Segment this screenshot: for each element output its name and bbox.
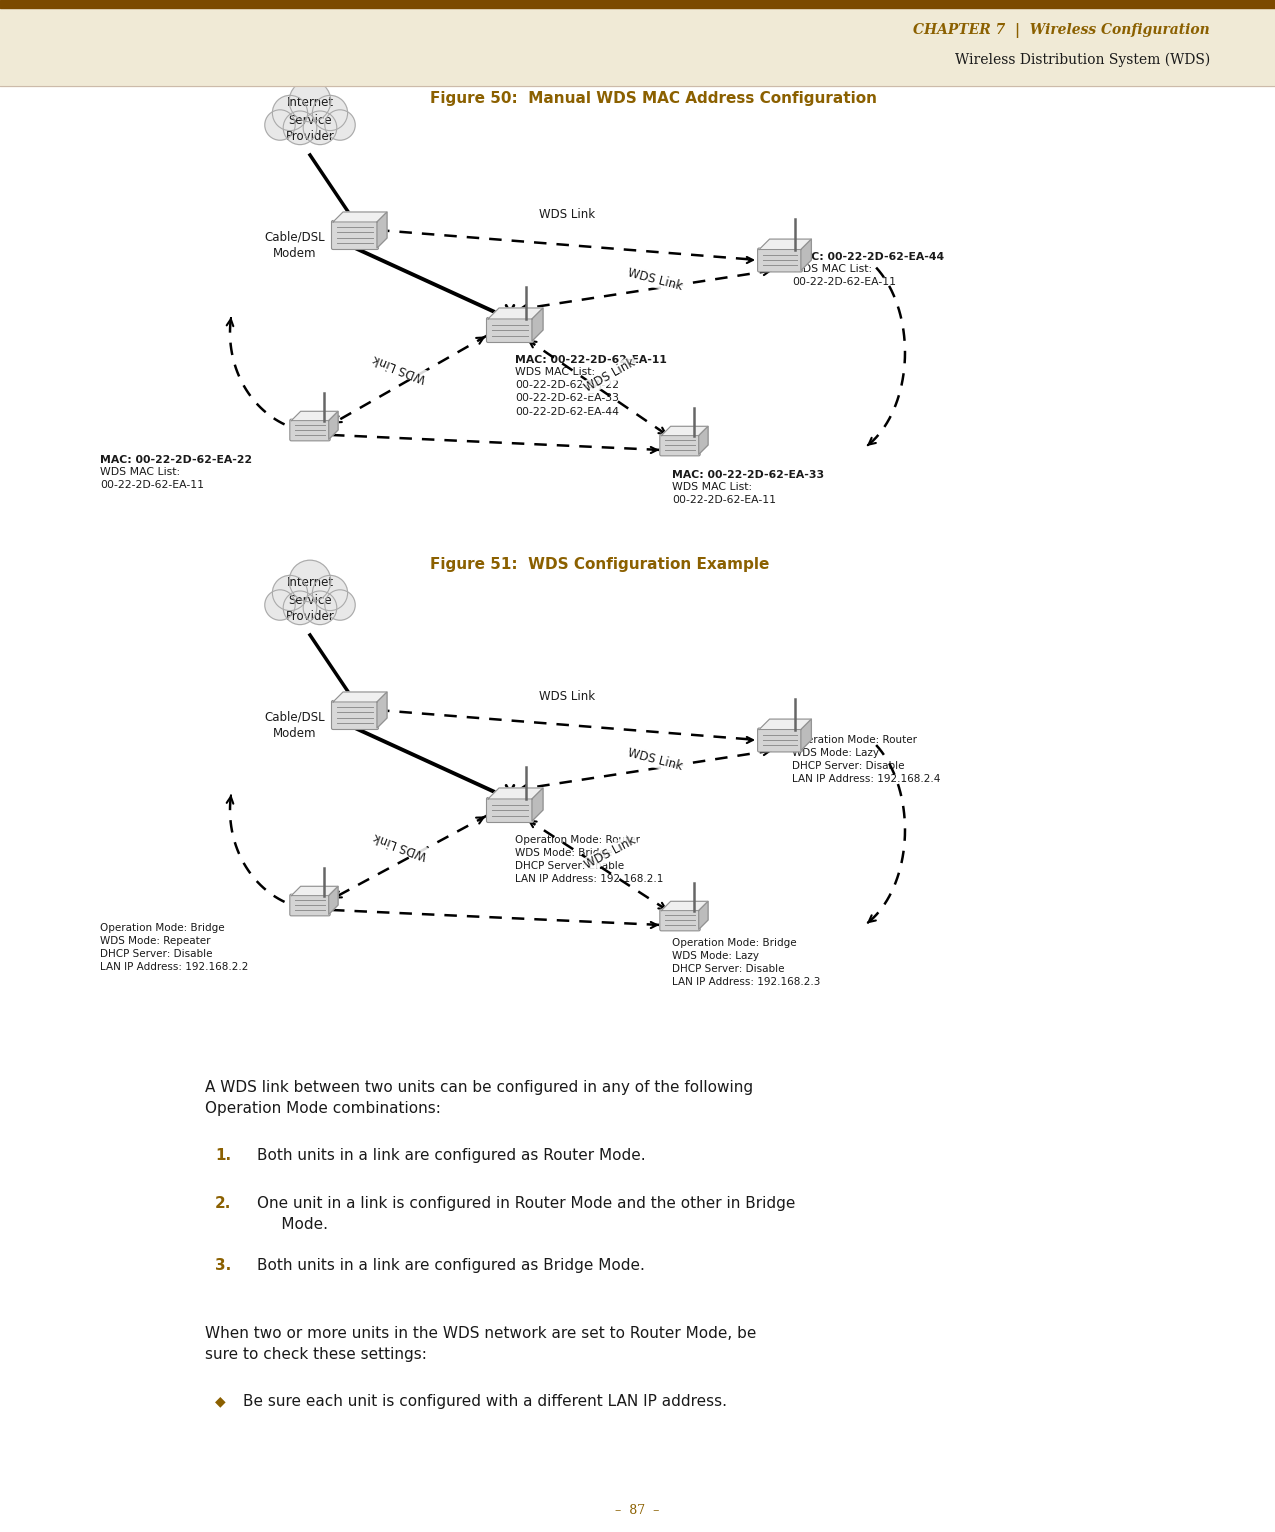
FancyBboxPatch shape [757, 248, 802, 273]
Text: Operation Mode: Bridge: Operation Mode: Bridge [99, 922, 224, 933]
FancyBboxPatch shape [332, 221, 379, 250]
Text: WDS MAC List:
00-22-2D-62-EA-11: WDS MAC List: 00-22-2D-62-EA-11 [792, 264, 896, 286]
Text: Operation Mode: Bridge: Operation Mode: Bridge [672, 938, 797, 948]
Bar [0, 0, 1275, 8]
Circle shape [265, 110, 296, 141]
Text: –  87  –: – 87 – [615, 1503, 659, 1517]
FancyBboxPatch shape [487, 798, 533, 823]
Circle shape [325, 590, 356, 620]
Circle shape [289, 561, 330, 602]
Text: WDS MAC List:
00-22-2D-62-EA-22
00-22-2D-62-EA-33
00-22-2D-62-EA-44: WDS MAC List: 00-22-2D-62-EA-22 00-22-2D… [515, 368, 618, 417]
Circle shape [283, 591, 316, 625]
Polygon shape [329, 411, 338, 440]
Text: One unit in a link is configured in Router Mode and the other in Bridge
     Mod: One unit in a link is configured in Rout… [258, 1196, 796, 1232]
Polygon shape [662, 901, 708, 910]
Polygon shape [291, 887, 338, 896]
Text: MAC: 00-22-2D-62-EA-22: MAC: 00-22-2D-62-EA-22 [99, 455, 252, 466]
Text: WDS Link: WDS Link [626, 746, 683, 774]
Polygon shape [532, 308, 543, 342]
FancyBboxPatch shape [332, 700, 379, 729]
FancyBboxPatch shape [289, 895, 330, 916]
Polygon shape [801, 719, 811, 751]
Text: 2.: 2. [215, 1196, 231, 1210]
Polygon shape [801, 239, 811, 271]
Text: CHAPTER 7  |  Wireless Configuration: CHAPTER 7 | Wireless Configuration [913, 23, 1210, 37]
Circle shape [325, 110, 356, 141]
Text: WDS Mode: Bridge
DHCP Server: Enable
LAN IP Address: 192.168.2.1: WDS Mode: Bridge DHCP Server: Enable LAN… [515, 849, 663, 884]
Text: Figure 50:  Manual WDS MAC Address Configuration: Figure 50: Manual WDS MAC Address Config… [430, 90, 877, 106]
Text: A WDS link between two units can be configured in any of the following
Operation: A WDS link between two units can be conf… [205, 1080, 754, 1115]
Polygon shape [488, 787, 543, 800]
Polygon shape [699, 901, 708, 930]
Text: When two or more units in the WDS network are set to Router Mode, be
sure to che: When two or more units in the WDS networ… [205, 1327, 756, 1362]
Polygon shape [699, 426, 708, 455]
FancyBboxPatch shape [659, 434, 700, 457]
Polygon shape [488, 308, 543, 319]
Text: WDS MAC List:
00-22-2D-62-EA-11: WDS MAC List: 00-22-2D-62-EA-11 [99, 467, 204, 490]
Text: MAC: 00-22-2D-62-EA-44: MAC: 00-22-2D-62-EA-44 [792, 251, 944, 262]
Text: WDS Link: WDS Link [371, 830, 428, 861]
Polygon shape [333, 692, 388, 702]
Text: 1.: 1. [215, 1147, 231, 1163]
Polygon shape [377, 211, 388, 248]
Circle shape [265, 590, 296, 620]
Circle shape [303, 110, 337, 144]
Polygon shape [377, 692, 388, 728]
Text: MAC: 00-22-2D-62-EA-11: MAC: 00-22-2D-62-EA-11 [515, 355, 667, 365]
Text: WDS Link: WDS Link [583, 833, 638, 872]
Polygon shape [759, 719, 811, 729]
Text: Operation Mode: Router: Operation Mode: Router [515, 835, 640, 846]
Circle shape [289, 80, 330, 123]
Text: Internet
Service
Provider: Internet Service Provider [286, 97, 334, 144]
Text: Cable/DSL
Modem: Cable/DSL Modem [265, 709, 325, 740]
Circle shape [312, 576, 348, 611]
Text: WDS Link: WDS Link [626, 267, 683, 293]
Text: Figure 51:  WDS Configuration Example: Figure 51: WDS Configuration Example [430, 558, 769, 573]
Circle shape [273, 95, 307, 130]
Polygon shape [759, 239, 811, 250]
Polygon shape [333, 211, 388, 222]
Text: Operation Mode: Router: Operation Mode: Router [792, 735, 917, 745]
Text: Both units in a link are configured as Bridge Mode.: Both units in a link are configured as B… [258, 1258, 645, 1273]
Text: WDS Link: WDS Link [583, 355, 638, 395]
Polygon shape [532, 787, 543, 821]
Circle shape [273, 576, 307, 611]
Text: WDS Link: WDS Link [539, 208, 595, 222]
Circle shape [312, 95, 348, 130]
Text: Be sure each unit is configured with a different LAN IP address.: Be sure each unit is configured with a d… [244, 1394, 727, 1409]
Text: Internet
Service
Provider: Internet Service Provider [286, 576, 334, 624]
Text: WDS Mode: Repeater
DHCP Server: Disable
LAN IP Address: 192.168.2.2: WDS Mode: Repeater DHCP Server: Disable … [99, 936, 249, 973]
FancyBboxPatch shape [757, 728, 802, 752]
Text: WDS Link: WDS Link [539, 691, 595, 703]
Text: Wireless Distribution System (WDS): Wireless Distribution System (WDS) [955, 52, 1210, 67]
FancyBboxPatch shape [289, 420, 330, 441]
Text: WDS Link: WDS Link [371, 352, 428, 385]
Text: WDS Mode: Lazy
DHCP Server: Disable
LAN IP Address: 192.168.2.4: WDS Mode: Lazy DHCP Server: Disable LAN … [792, 748, 941, 784]
FancyBboxPatch shape [659, 908, 700, 931]
Polygon shape [662, 426, 708, 435]
Circle shape [303, 591, 337, 625]
Text: Both units in a link are configured as Router Mode.: Both units in a link are configured as R… [258, 1147, 645, 1163]
Text: WDS Mode: Lazy
DHCP Server: Disable
LAN IP Address: 192.168.2.3: WDS Mode: Lazy DHCP Server: Disable LAN … [672, 951, 820, 988]
Bar [0, 8, 1275, 86]
Text: MAC: 00-22-2D-62-EA-33: MAC: 00-22-2D-62-EA-33 [672, 470, 824, 480]
Polygon shape [329, 887, 338, 915]
Text: 3.: 3. [215, 1258, 231, 1273]
Circle shape [283, 110, 316, 144]
Polygon shape [291, 411, 338, 421]
FancyBboxPatch shape [487, 317, 533, 343]
Text: WDS MAC List:
00-22-2D-62-EA-11: WDS MAC List: 00-22-2D-62-EA-11 [672, 483, 776, 506]
Text: Cable/DSL
Modem: Cable/DSL Modem [265, 230, 325, 260]
Text: ◆: ◆ [215, 1394, 226, 1408]
